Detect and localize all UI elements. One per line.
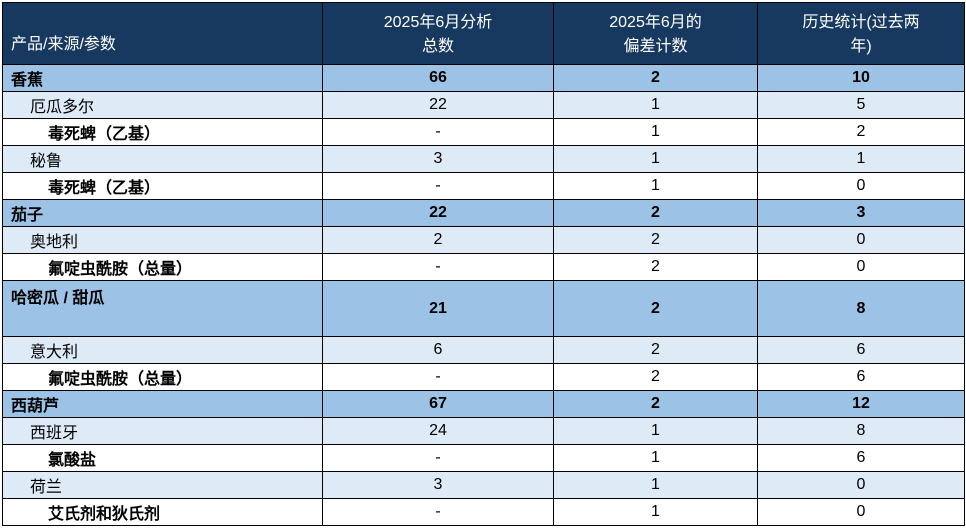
table-row: 茄子 22 2 3 [2,199,965,227]
table-row: 意大利 6 2 6 [2,336,965,364]
deviation-count-value: 2 [553,226,758,254]
column-header-analyzed-total: 2025年6月分析 总数 [322,2,554,65]
deviation-count-value: 2 [553,336,758,364]
row-label: 氟啶虫酰胺（总量） [2,253,323,281]
history-stats-value: 0 [757,471,965,499]
history-stats-value: 1 [757,145,965,173]
history-stats-value: 6 [757,363,965,391]
analyzed-total-value: - [322,498,554,526]
table-row: 哈密瓜 / 甜瓜 21 2 8 [2,280,965,337]
analyzed-total-value: 24 [322,417,554,445]
analyzed-total-value: - [322,444,554,472]
history-stats-value: 0 [757,253,965,281]
header-row: 产品/来源/参数 2025年6月分析 总数 2025年6月的 偏差计数 历史统计… [2,2,965,65]
table-row: 艾氏剂和狄氏剂 - 1 0 [2,498,965,526]
table-row: 厄瓜多尔 22 1 5 [2,91,965,119]
history-stats-value: 10 [757,64,965,92]
deviation-count-value: 2 [553,363,758,391]
analyzed-total-value: - [322,363,554,391]
row-label: 氯酸盐 [2,444,323,472]
row-label: 茄子 [2,199,323,227]
analyzed-total-value: 6 [322,336,554,364]
table-row: 氟啶虫酰胺（总量） - 2 0 [2,253,965,281]
table-row: 秘鲁 3 1 1 [2,145,965,173]
analyzed-total-value: - [322,172,554,200]
table-row: 香蕉 66 2 10 [2,64,965,92]
deviation-count-value: 1 [553,444,758,472]
row-label: 香蕉 [2,64,323,92]
history-stats-value: 0 [757,172,965,200]
analyzed-total-value: - [322,118,554,146]
column-header-product-source-parameter: 产品/来源/参数 [2,2,323,65]
table-row: 氟啶虫酰胺（总量） - 2 6 [2,363,965,391]
history-stats-value: 3 [757,199,965,227]
history-stats-value: 6 [757,336,965,364]
row-label: 艾氏剂和狄氏剂 [2,498,323,526]
analyzed-total-value: 3 [322,471,554,499]
table-row: 西班牙 24 1 8 [2,417,965,445]
history-stats-value: 8 [757,417,965,445]
row-label: 意大利 [2,336,323,364]
analyzed-total-value: - [322,253,554,281]
deviation-count-value: 2 [553,390,758,418]
deviation-count-value: 2 [553,199,758,227]
history-stats-value: 5 [757,91,965,119]
analyzed-total-value: 22 [322,199,554,227]
deviation-count-value: 1 [553,498,758,526]
row-label: 西班牙 [2,417,323,445]
history-stats-value: 12 [757,390,965,418]
column-header-deviation-count: 2025年6月的 偏差计数 [553,2,758,65]
deviation-count-value: 1 [553,471,758,499]
table-body: 香蕉 66 2 10 厄瓜多尔 22 1 5 毒死蜱（乙基） - 1 2 秘鲁 … [2,64,965,526]
deviation-count-value: 1 [553,91,758,119]
table-row: 氯酸盐 - 1 6 [2,444,965,472]
deviation-count-value: 2 [553,280,758,337]
table-row: 毒死蜱（乙基） - 1 2 [2,118,965,146]
history-stats-value: 0 [757,226,965,254]
table-row: 奥地利 2 2 0 [2,226,965,254]
history-stats-value: 2 [757,118,965,146]
analyzed-total-value: 21 [322,280,554,337]
deviation-count-value: 2 [553,64,758,92]
row-label: 哈密瓜 / 甜瓜 [2,280,323,337]
history-stats-value: 6 [757,444,965,472]
row-label: 奥地利 [2,226,323,254]
deviation-count-value: 2 [553,253,758,281]
row-label: 西葫芦 [2,390,323,418]
deviation-count-value: 1 [553,145,758,173]
row-label: 氟啶虫酰胺（总量） [2,363,323,391]
deviation-count-value: 1 [553,118,758,146]
table-row: 毒死蜱（乙基） - 1 0 [2,172,965,200]
analyzed-total-value: 3 [322,145,554,173]
row-label: 秘鲁 [2,145,323,173]
analyzed-total-value: 2 [322,226,554,254]
deviation-count-value: 1 [553,417,758,445]
analyzed-total-value: 66 [322,64,554,92]
row-label: 毒死蜱（乙基） [2,172,323,200]
row-label: 荷兰 [2,471,323,499]
analyzed-total-value: 67 [322,390,554,418]
history-stats-value: 8 [757,280,965,337]
analyzed-total-value: 22 [322,91,554,119]
row-label: 毒死蜱（乙基） [2,118,323,146]
deviation-count-value: 1 [553,172,758,200]
column-header-history-stats: 历史统计(过去两 年) [757,2,965,65]
row-label: 厄瓜多尔 [2,91,323,119]
table-row: 西葫芦 67 2 12 [2,390,965,418]
history-stats-value: 0 [757,498,965,526]
table-row: 荷兰 3 1 0 [2,471,965,499]
